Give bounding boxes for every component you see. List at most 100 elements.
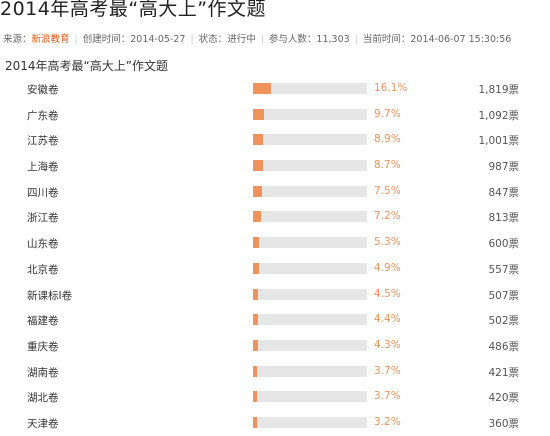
- divider: |: [354, 34, 358, 45]
- vote-count: 507票: [488, 289, 519, 302]
- percent-label: 4.3%: [374, 338, 401, 351]
- bar-track: [253, 237, 367, 249]
- vote-count: 600票: [488, 238, 519, 251]
- result-row: 福建卷 4.4% 502票: [0, 307, 550, 333]
- vote-count: 987票: [488, 161, 519, 174]
- bar-fill: [253, 237, 260, 249]
- bar-track: [253, 288, 367, 300]
- result-row: 广东卷 9.7% 1,092票: [0, 102, 550, 128]
- current-time-value: 2014-06-07 15:30:56: [410, 34, 512, 45]
- bar-fill: [253, 211, 262, 223]
- bar-fill: [253, 416, 257, 428]
- vote-count: 1,001票: [478, 135, 519, 148]
- bar-track: [253, 314, 367, 326]
- bar-fill: [253, 288, 259, 300]
- vote-count: 1,819票: [478, 84, 519, 96]
- bar-fill: [253, 134, 264, 146]
- bar-fill: [253, 262, 259, 274]
- vote-count: 360票: [488, 417, 519, 430]
- percent-label: 4.4%: [374, 313, 401, 326]
- percent-label: 4.5%: [374, 287, 401, 300]
- result-row: 湖南卷 3.7% 421票: [0, 359, 550, 385]
- bar-track: [253, 339, 367, 351]
- vote-count: 847票: [488, 186, 519, 199]
- result-row: 重庆卷 4.3% 486票: [0, 333, 550, 359]
- option-label: 福建卷: [27, 315, 59, 328]
- page-title: 2014年高考最“高大上”作文题: [0, 0, 267, 20]
- percent-label: 8.7%: [374, 159, 401, 172]
- bar-track: [253, 365, 367, 377]
- source-link[interactable]: 新浪教育: [31, 34, 70, 45]
- result-row: 新课标I卷 4.5% 507票: [0, 282, 550, 308]
- option-label: 上海卷: [27, 161, 59, 174]
- option-label: 山东卷: [27, 238, 59, 251]
- divider: |: [260, 34, 264, 45]
- percent-label: 9.7%: [374, 107, 401, 120]
- question-title: 2014年高考最“高大上”作文题: [5, 59, 168, 73]
- option-label: 安徽卷: [27, 84, 59, 96]
- option-label: 湖南卷: [27, 366, 59, 379]
- bar-track: [253, 391, 367, 403]
- bar-track: [253, 416, 367, 428]
- bar-fill: [253, 160, 263, 172]
- result-row: 浙江卷 7.2% 813票: [0, 204, 550, 230]
- bar-fill: [253, 108, 265, 120]
- option-label: 新课标I卷: [27, 289, 73, 302]
- vote-count: 502票: [488, 315, 519, 328]
- divider: |: [190, 34, 194, 45]
- result-row: 四川卷 7.5% 847票: [0, 179, 550, 205]
- created-value: 2014-05-27: [130, 34, 186, 45]
- result-row: 北京卷 4.9% 557票: [0, 256, 550, 282]
- percent-label: 3.7%: [374, 364, 401, 377]
- poll-meta: 来源：新浪教育 | 创建时间：2014-05-27 | 状态：进行中 | 参与人数：11,3…: [3, 31, 511, 45]
- option-label: 天津卷: [27, 417, 59, 430]
- bar-track: [253, 108, 367, 120]
- percent-label: 4.9%: [374, 261, 401, 274]
- percent-label: 3.7%: [374, 390, 401, 403]
- participants-label: 参与人数：: [268, 34, 317, 45]
- option-label: 四川卷: [27, 186, 59, 199]
- divider: |: [74, 34, 78, 45]
- bar-track: [253, 83, 367, 94]
- results-list: 安徽卷 16.1% 1,819票 广东卷 9.7% 1,092票 江苏卷 8.9% 1,001票…: [0, 76, 550, 436]
- bar-track: [253, 160, 367, 172]
- bar-track: [253, 134, 367, 146]
- result-row: 安徽卷 16.1% 1,819票: [0, 76, 550, 102]
- result-row: 上海卷 8.7% 987票: [0, 153, 550, 179]
- vote-count: 813票: [488, 212, 519, 225]
- result-row: 江苏卷 8.9% 1,001票: [0, 127, 550, 153]
- bar-fill: [253, 339, 258, 351]
- percent-label: 16.1%: [374, 82, 408, 94]
- bar-fill: [253, 314, 259, 326]
- vote-count: 421票: [488, 366, 519, 379]
- option-label: 湖北卷: [27, 392, 59, 405]
- bar-fill: [253, 83, 272, 94]
- option-label: 北京卷: [27, 263, 59, 276]
- bar-track: [253, 262, 367, 274]
- option-label: 重庆卷: [27, 340, 59, 353]
- option-label: 江苏卷: [27, 135, 59, 148]
- option-label: 浙江卷: [27, 212, 59, 225]
- percent-label: 5.3%: [374, 236, 401, 249]
- percent-label: 8.9%: [374, 133, 401, 146]
- bar-track: [253, 185, 367, 197]
- vote-count: 486票: [488, 340, 519, 353]
- result-row: 湖北卷 3.7% 420票: [0, 384, 550, 410]
- status-label: 状态：: [198, 34, 228, 45]
- vote-count: 1,092票: [478, 109, 519, 122]
- bar-fill: [253, 365, 258, 377]
- result-row: 山东卷 5.3% 600票: [0, 230, 550, 256]
- bar-fill: [253, 391, 258, 403]
- bar-track: [253, 211, 367, 223]
- current-time-label: 当前时间：: [362, 34, 411, 45]
- vote-count: 557票: [488, 263, 519, 276]
- source-label: 来源：: [3, 34, 32, 45]
- participants-value: 11,303: [316, 34, 350, 45]
- bar-fill: [253, 185, 262, 197]
- result-row: 天津卷 3.2% 360票: [0, 410, 550, 436]
- created-label: 创建时间：: [82, 34, 131, 45]
- status-value: 进行中: [227, 34, 256, 45]
- percent-label: 7.5%: [374, 184, 401, 197]
- percent-label: 3.2%: [374, 415, 401, 428]
- percent-label: 7.2%: [374, 210, 401, 223]
